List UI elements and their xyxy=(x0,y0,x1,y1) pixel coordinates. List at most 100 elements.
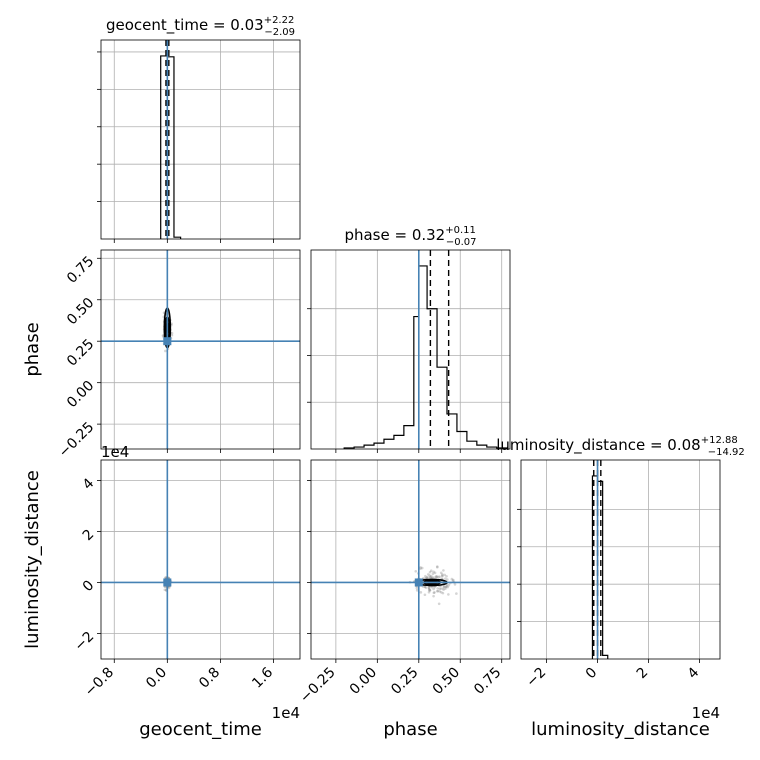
hist-bars-luminosity_distance xyxy=(591,475,609,659)
scatter-point xyxy=(450,577,454,581)
scatter-point xyxy=(424,586,428,589)
scatter-point xyxy=(428,588,432,592)
scatter-point xyxy=(445,584,449,588)
scatter-point xyxy=(429,569,433,573)
x-offset-luminosity_distance: 1e4 xyxy=(692,704,720,722)
scatter-point xyxy=(170,331,174,335)
ytick-label-luminosity_distance: 2 xyxy=(80,526,98,544)
scatter-point xyxy=(444,585,448,589)
ytick-label-phase: 0.25 xyxy=(64,336,97,369)
scatter-point xyxy=(455,592,458,595)
scatter-point xyxy=(428,575,432,579)
scatter-point xyxy=(439,587,443,590)
xtick-label-geocent_time: 1.6 xyxy=(249,664,276,691)
scatter-point xyxy=(442,585,446,588)
scatter-point xyxy=(435,575,439,578)
scatter-point xyxy=(419,567,422,571)
scatter-point xyxy=(430,585,434,589)
ytick-label-luminosity_distance: 0 xyxy=(80,578,98,596)
xlabel-phase: phase xyxy=(383,719,437,740)
scatter-point xyxy=(446,578,449,581)
scatter-point xyxy=(441,574,444,577)
scatter-point xyxy=(428,574,431,577)
hist-panel-phase xyxy=(307,249,511,450)
scatter-point xyxy=(423,593,427,597)
title-phase: phase = 0.32+0.11 −0.07 xyxy=(344,225,476,248)
scatter-point xyxy=(433,585,436,589)
scatter-point xyxy=(432,591,436,595)
xtick-label-geocent_time: 0.0 xyxy=(143,665,170,692)
truth-point xyxy=(163,578,172,587)
scatter-point xyxy=(415,586,419,590)
scatter-point xyxy=(427,587,431,591)
scatter-point xyxy=(444,585,447,589)
scatter-panel-geocent_time-phase xyxy=(100,249,301,450)
scatter-point xyxy=(443,573,447,577)
scatter-point xyxy=(444,577,447,580)
scatter-point xyxy=(163,588,167,592)
title-plus-luminosity_distance: +12.88 xyxy=(701,435,738,446)
scatter-point xyxy=(442,588,445,591)
xtick-label-phase: 0.75 xyxy=(471,665,504,698)
scatter-point xyxy=(432,587,435,591)
scatter-frame xyxy=(100,249,301,450)
scatter-point xyxy=(441,573,444,576)
scatter-point xyxy=(436,565,439,569)
hist-bars-phase xyxy=(343,265,508,449)
scatter-point xyxy=(435,565,439,568)
title-minus-geocent_time: −2.09 xyxy=(264,27,295,38)
scatter-point xyxy=(433,591,436,594)
scatter-point xyxy=(164,575,168,579)
scatter-point xyxy=(428,570,432,574)
scatter-point xyxy=(430,574,433,578)
hist-bars-geocent_time xyxy=(160,55,182,239)
scatter-point xyxy=(445,575,448,578)
title-plus-phase: +0.11 xyxy=(445,225,476,236)
scatter-point xyxy=(427,586,431,590)
scatter-point xyxy=(415,589,419,592)
scatter-point xyxy=(447,593,450,596)
scatter-point xyxy=(433,571,437,575)
scatter-point xyxy=(427,586,431,590)
corner-labels: geocent_time = 0.03+2.22 −2.09 phase = 0.3… xyxy=(22,15,745,740)
scatter-point xyxy=(447,583,451,587)
scatter-point xyxy=(426,573,430,576)
ytick-label-phase: 0.50 xyxy=(64,295,97,328)
ylabel-phase: phase xyxy=(22,322,43,376)
xtick-label-phase: 0.50 xyxy=(430,665,463,698)
scatter-point xyxy=(452,578,455,582)
scatter-frame xyxy=(100,459,301,660)
scatter-point xyxy=(439,571,443,575)
title-minus-luminosity_distance: −14.92 xyxy=(708,447,745,458)
scatter-point xyxy=(442,585,446,588)
scatter-point xyxy=(438,587,441,591)
scatter-point xyxy=(425,576,429,580)
hist-frame-luminosity_distance xyxy=(520,459,721,660)
ytick-label-luminosity_distance: 4 xyxy=(80,475,98,493)
title-main-geocent_time: geocent_time = 0.03 xyxy=(106,16,264,35)
scatter-point xyxy=(441,574,444,578)
scatter-panel-geocent_time-luminosity_distance xyxy=(100,459,301,660)
xlabel-luminosity_distance: luminosity_distance xyxy=(531,719,710,740)
hist-frame-phase xyxy=(310,249,511,450)
y-offset-luminosity_distance: 1e4 xyxy=(101,443,129,461)
xtick-label-phase: 0.00 xyxy=(347,665,380,698)
scatter-point xyxy=(426,576,429,579)
xtick-label-luminosity_distance: 0 xyxy=(583,665,601,683)
hist-panel-geocent_time xyxy=(97,39,301,240)
scatter-point xyxy=(438,575,441,578)
scatter-point xyxy=(427,590,431,594)
scatter-point xyxy=(436,587,439,590)
scatter-point xyxy=(442,569,445,572)
ytick-label-phase: −0.25 xyxy=(56,419,98,461)
scatter-point xyxy=(438,590,442,593)
x-offset-geocent_time: 1e4 xyxy=(272,704,300,722)
truth-point xyxy=(163,337,172,346)
xtick-label-phase: 0.25 xyxy=(388,665,421,698)
scatter-point xyxy=(427,588,431,592)
xtick-label-luminosity_distance: 2 xyxy=(634,665,652,683)
hist-frame-geocent_time xyxy=(100,39,301,240)
scatter-point xyxy=(423,585,427,589)
scatter-point xyxy=(164,349,167,353)
